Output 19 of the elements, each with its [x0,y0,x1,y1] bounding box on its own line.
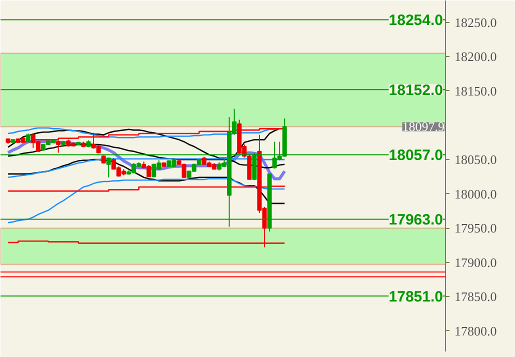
ref-line-label: 18057.0 [388,147,443,164]
annotation: 18097.9 [402,119,444,134]
ref-line-label: 18152.0 [388,82,443,100]
y-tick-label: 17850.0 [454,289,497,304]
y-tick-label: 17950.0 [454,220,497,236]
candlestick [106,156,111,178]
candlestick [56,140,61,154]
y-tick-label: 18150.0 [454,83,497,98]
ref-line-label: 17963.0 [388,212,443,229]
line-series [7,158,286,204]
ref-line-label: 18254.0 [388,12,443,30]
ref-line-label: 17851.0 [388,288,443,306]
y-tick-label: 18200.0 [454,49,497,64]
line-series [7,178,286,224]
y-tick-label: 17900.0 [454,254,497,270]
y-tick-label: 18050.0 [454,152,497,168]
y-tick-label: 17800.0 [454,323,497,338]
y-tick-label: 18250.0 [454,14,497,30]
y-tick-label: 18000.0 [454,186,497,202]
